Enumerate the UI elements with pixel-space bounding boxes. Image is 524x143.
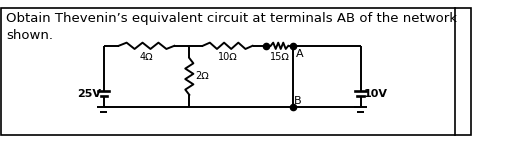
- Text: Obtain Thevenin’s equivalent circuit at terminals AB of the network
shown.: Obtain Thevenin’s equivalent circuit at …: [6, 12, 457, 42]
- Text: 4Ω: 4Ω: [140, 52, 154, 62]
- Text: 2Ω: 2Ω: [195, 72, 209, 82]
- Text: B: B: [294, 96, 301, 106]
- Text: A: A: [296, 48, 303, 58]
- Text: 15Ω: 15Ω: [269, 52, 289, 62]
- Text: 10V: 10V: [363, 89, 387, 99]
- Text: 10Ω: 10Ω: [218, 52, 237, 62]
- Text: 25V: 25V: [77, 89, 101, 99]
